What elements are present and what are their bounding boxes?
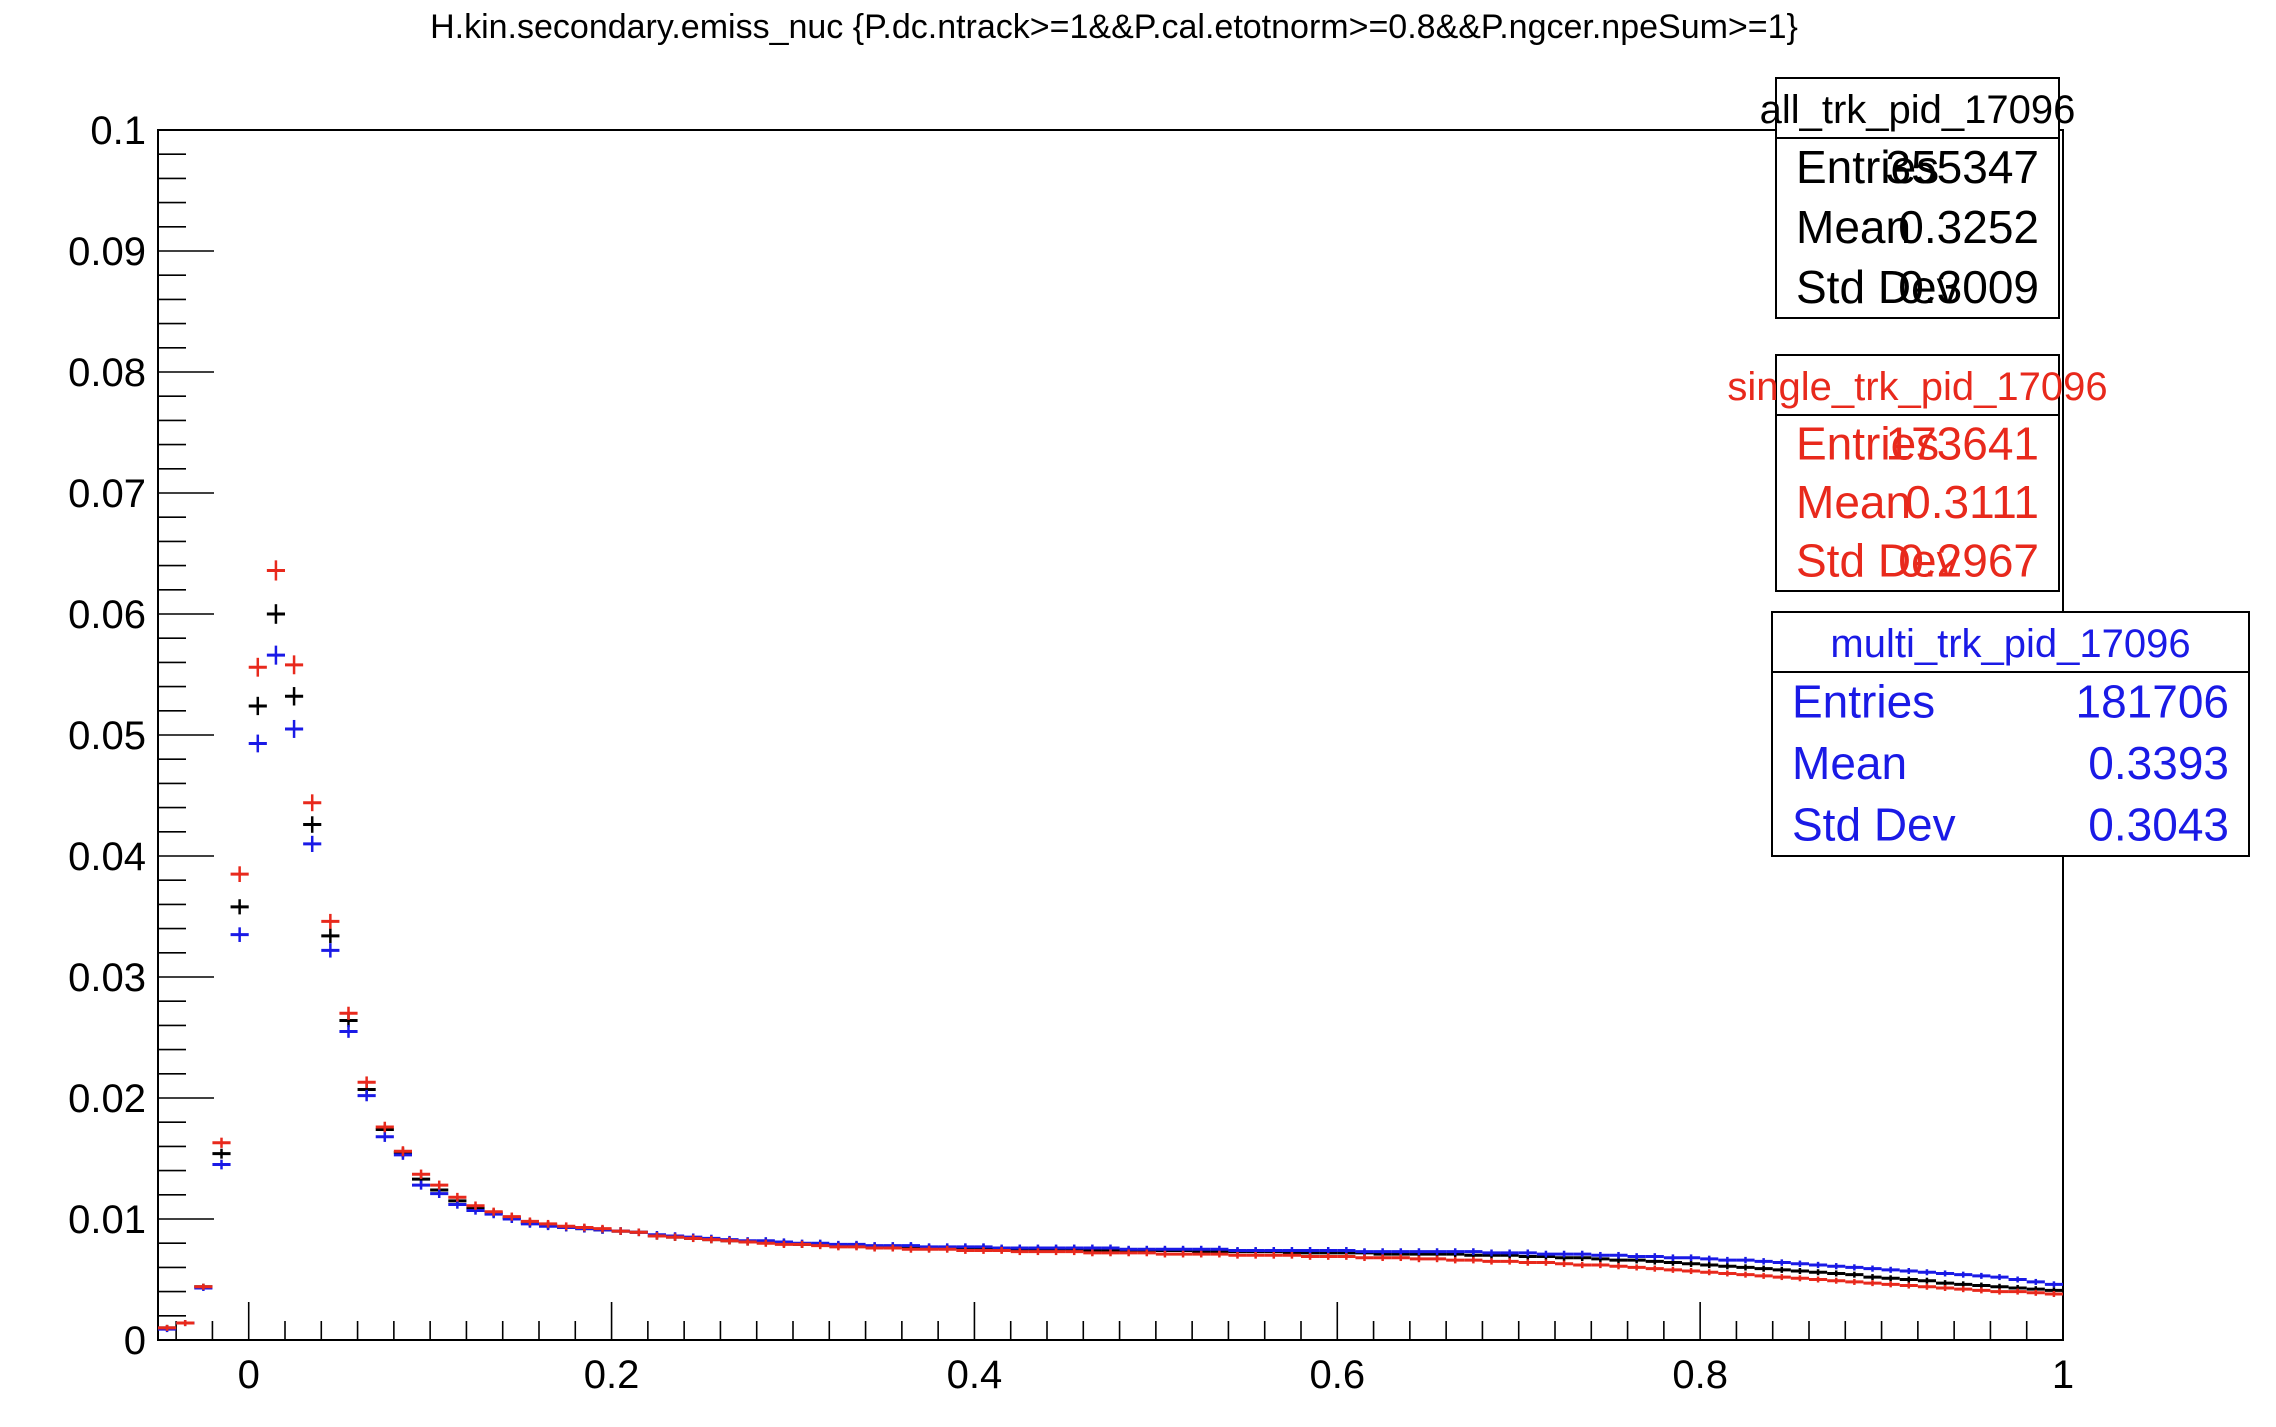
stat-label: Entries — [1792, 676, 1935, 728]
stat-value: 181706 — [2076, 676, 2230, 728]
y-tick-label: 0.07 — [68, 472, 146, 516]
stat-label: Mean — [1796, 201, 1911, 253]
stat-label: Entries — [1796, 417, 1939, 469]
x-tick-label: 0.6 — [1309, 1353, 1365, 1397]
y-tick-label: 0.05 — [68, 714, 146, 758]
x-tick-label: 0.4 — [947, 1353, 1003, 1397]
y-tick-label: 0.02 — [68, 1077, 146, 1121]
y-tick-label: 0.03 — [68, 956, 146, 1000]
y-tick-label: 0 — [124, 1319, 146, 1363]
stat-value: 0.3043 — [2088, 798, 2229, 850]
stat-value: 355347 — [1886, 141, 2040, 193]
stat-value: 0.3111 — [1905, 476, 2039, 528]
stat-box-title: single_trk_pid_17096 — [1727, 365, 2107, 409]
stat-value: 173641 — [1886, 417, 2040, 469]
stat-value: 0.3252 — [1898, 201, 2039, 253]
stat-label: Mean — [1796, 476, 1911, 528]
stat-box-border — [1771, 611, 2250, 857]
y-tick-label: 0.01 — [68, 1198, 146, 1242]
series-single_trk_pid_17096 — [158, 560, 2063, 1331]
y-tick-label: 0.06 — [68, 593, 146, 637]
y-tick-label: 0.08 — [68, 351, 146, 395]
stat-boxes: all_trk_pid_17096Entries355347Mean0.3252… — [1727, 77, 2250, 857]
chart-title: H.kin.secondary.emiss_nuc {P.dc.ntrack>=… — [430, 8, 1798, 46]
stat-label: Entries — [1796, 141, 1939, 193]
stat-box-border — [1775, 77, 2060, 319]
stat-box-title: all_trk_pid_17096 — [1760, 88, 2076, 132]
stat-label: Std Dev — [1792, 798, 1956, 850]
y-tick-label: 0.04 — [68, 835, 146, 879]
stat-value: 0.3009 — [1898, 261, 2039, 313]
stat-value: 0.2967 — [1898, 535, 2039, 587]
stat-label: Std Dev — [1796, 535, 1960, 587]
y-tick-label: 0.09 — [68, 230, 146, 274]
x-tick-label: 0 — [238, 1353, 260, 1397]
x-tick-label: 0.8 — [1672, 1353, 1728, 1397]
y-tick-label: 0.1 — [90, 109, 146, 153]
x-axis: 0 0.2 0.4 0.6 0.8 1 — [175, 1302, 2074, 1397]
series-layer — [158, 560, 2063, 1333]
x-tick-label: 0.2 — [584, 1353, 640, 1397]
stat-label: Std Dev — [1796, 261, 1960, 313]
y-axis: 0 0.01 0.02 0.03 0.04 0.05 0.06 0.07 0.08 0.09 0.1 — [68, 109, 214, 1363]
x-tick-label: 1 — [2052, 1353, 2074, 1397]
stat-box-title: multi_trk_pid_17096 — [1830, 622, 2190, 666]
stat-box-border — [1775, 354, 2060, 592]
stat-box-multi_trk_pid_17096: multi_trk_pid_17096 Entries 181706 Mean 0.33… — [1771, 611, 2250, 857]
stat-label: Mean — [1792, 737, 1907, 789]
stat-value: 0.3393 — [2088, 737, 2229, 789]
